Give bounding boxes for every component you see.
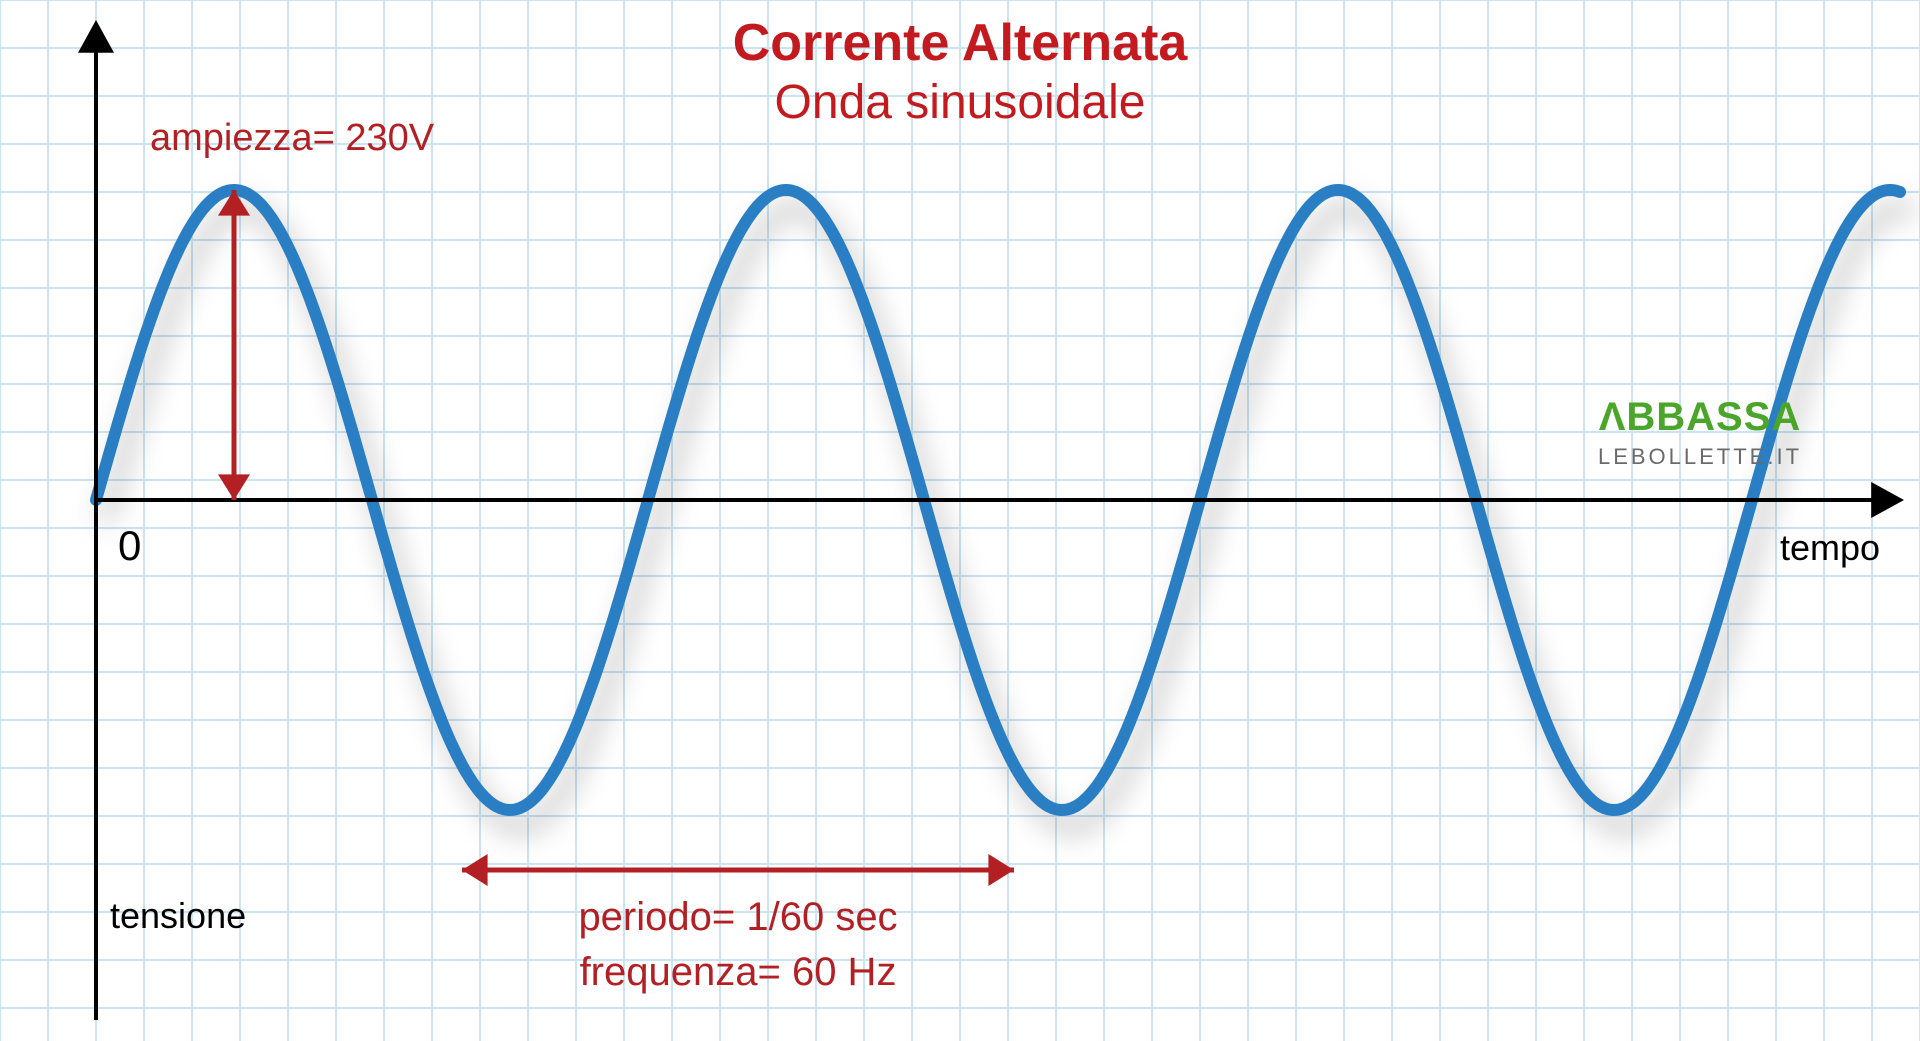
frequency-label: frequenza= 60 Hz: [580, 950, 897, 994]
title: Corrente Alternata: [733, 14, 1189, 72]
amplitude-label: ampiezza= 230V: [150, 117, 435, 159]
origin-label: 0: [118, 522, 141, 569]
y-axis-label: tensione: [110, 895, 246, 936]
period-label: periodo= 1/60 sec: [578, 895, 897, 939]
subtitle: Onda sinusoidale: [775, 76, 1146, 129]
logo: ΛBBASSA LEBOLLETTE.IT: [1598, 395, 1802, 469]
logo-line1: ΛBBASSA: [1599, 395, 1802, 439]
x-axis-label: tempo: [1780, 527, 1880, 568]
logo-line2: LEBOLLETTE.IT: [1598, 444, 1802, 469]
